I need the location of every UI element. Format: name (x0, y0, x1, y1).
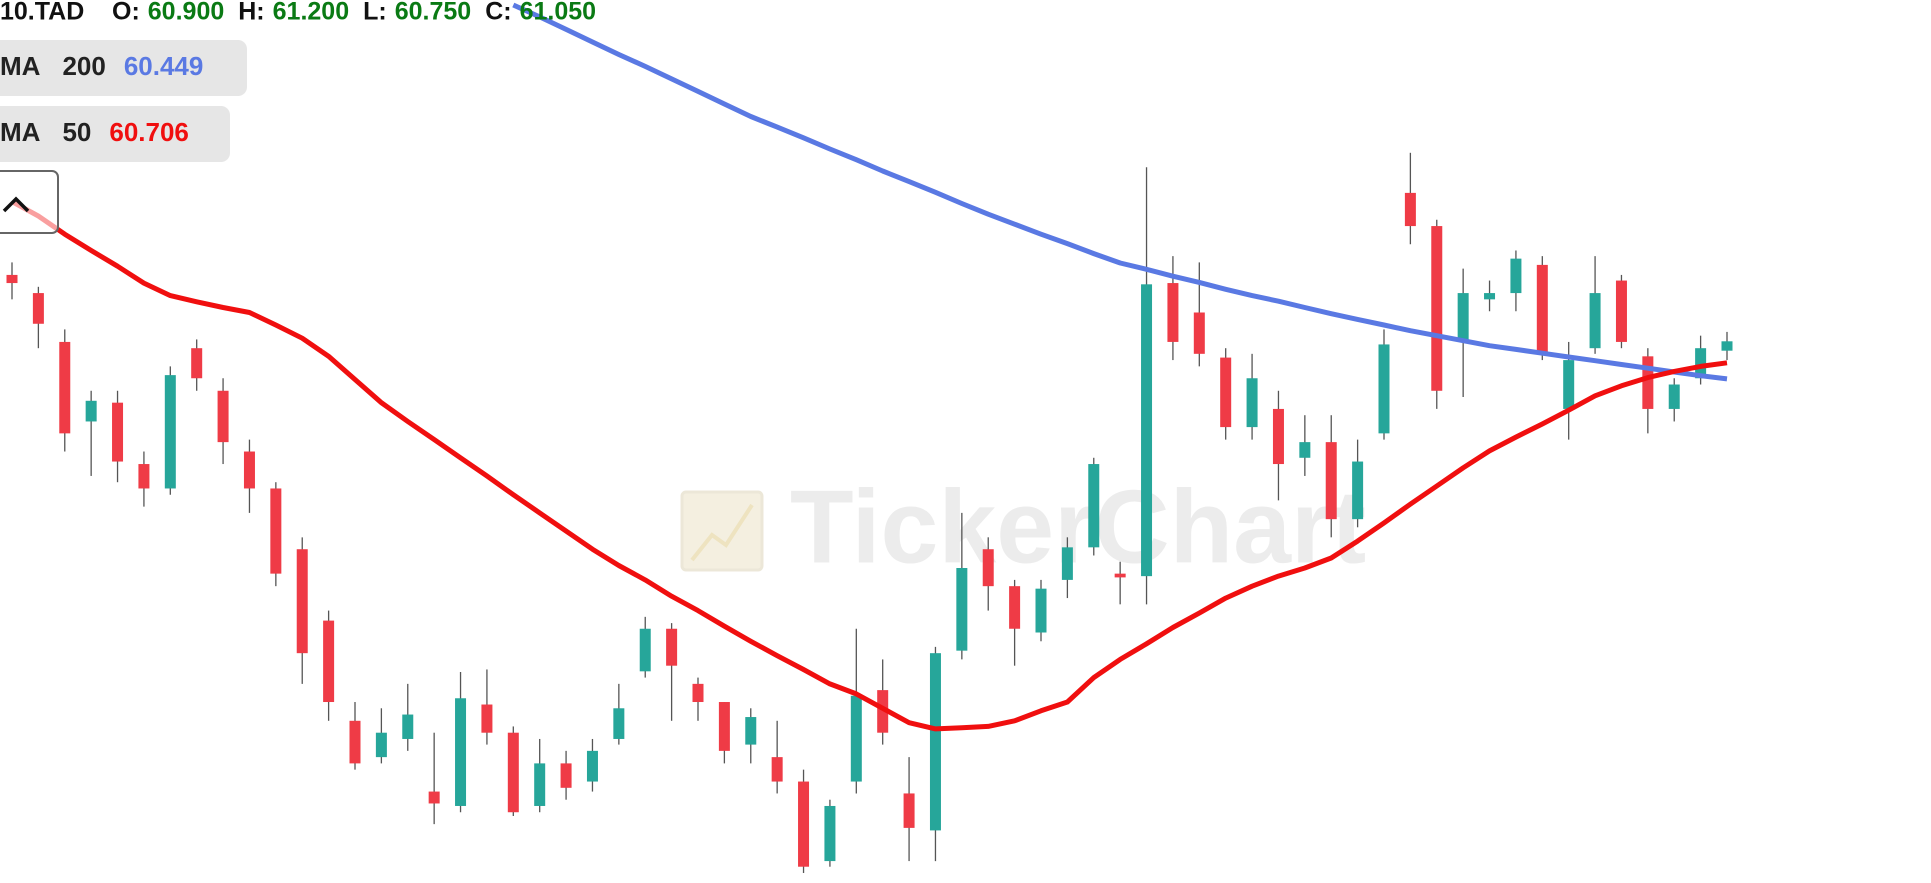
candle-body (1695, 348, 1707, 379)
legend-value: 60.449 (124, 51, 204, 81)
legend-box[interactable] (0, 40, 247, 96)
legend-period: 200 (62, 51, 105, 81)
ohlc-field-label: H: (238, 0, 264, 26)
candle-body (982, 549, 994, 587)
candle-body (877, 690, 889, 733)
candle-body (1404, 192, 1416, 227)
candle-body (1668, 384, 1680, 409)
candle-body (1352, 461, 1364, 520)
legend-name: MA (0, 51, 41, 81)
ohlc-field-label: O: (112, 0, 140, 26)
candle-body (1088, 464, 1100, 548)
candle-body (296, 549, 308, 654)
symbol: 10.TAD (0, 0, 84, 26)
candle-body (771, 757, 783, 782)
candle-body (270, 488, 282, 574)
watermark: TickerChart (680, 469, 1366, 585)
candle-body (455, 698, 467, 806)
candle-body (1615, 280, 1627, 342)
ohlc-readout: O: 60.900 H: 61.200 L: 60.750 C: 61.050 (112, 0, 596, 26)
candle-body (428, 791, 440, 804)
candle-body (1246, 378, 1258, 428)
candle-body (112, 402, 124, 462)
candle-body (402, 714, 414, 739)
candle-body (824, 805, 836, 862)
candle-body (243, 451, 255, 489)
candle-body (639, 628, 651, 672)
watermark-logo-line (690, 503, 754, 562)
ohlc-field-value: 61.050 (520, 0, 596, 26)
candle-body (481, 704, 493, 733)
candle-body (666, 628, 678, 666)
candle-body (191, 348, 203, 379)
candle-body (1378, 344, 1390, 434)
candle-body (323, 620, 335, 703)
chevron-icon (2, 196, 30, 213)
candle-body (1220, 357, 1232, 428)
candle-body (1272, 408, 1284, 465)
candle-body (903, 793, 915, 828)
candle-body (534, 763, 546, 806)
candle-body (1642, 356, 1654, 409)
ohlc-field-value: 61.200 (273, 0, 349, 26)
candle-body (138, 464, 150, 489)
candle-body (507, 732, 519, 813)
watermark-text: TickerChart (790, 469, 1366, 585)
candle-body (1193, 312, 1205, 354)
candle-body (32, 293, 44, 324)
candle-body (956, 568, 968, 651)
candle-body (718, 702, 730, 751)
candle-body (798, 781, 810, 867)
legend-name: MA (0, 117, 41, 147)
candle-body (613, 708, 625, 739)
candle-body (1721, 341, 1733, 351)
ohlc-field-label: C: (485, 0, 511, 26)
candle-body (164, 375, 176, 489)
candle-body (217, 390, 229, 443)
legend-value: 60.706 (109, 117, 189, 147)
candle-body (1009, 586, 1021, 629)
candle-body (1431, 226, 1443, 391)
candle-body (375, 732, 387, 758)
candle-body (850, 695, 862, 782)
candle-body (1114, 573, 1126, 578)
candle-body (1457, 293, 1469, 342)
overlay-ui: 10.TAD O: 60.900 H: 61.200 L: 60.750 C: 61.050 … (0, 0, 596, 234)
candle-body (1167, 283, 1179, 342)
candle-body (1589, 293, 1601, 349)
candle-body (6, 274, 18, 284)
candle-body (1035, 588, 1047, 633)
ma-line (512, 2, 1728, 382)
candle-body (85, 400, 97, 422)
candle-body (1484, 293, 1496, 300)
ohlc-field-label: L: (363, 0, 387, 26)
candle-body (560, 763, 572, 788)
legend-period: 50 (62, 117, 91, 147)
candle-body (1563, 360, 1575, 409)
candle-body (1510, 258, 1522, 294)
ohlc-field-value: 60.750 (395, 0, 471, 26)
candle-body (1536, 264, 1548, 354)
candle-body (745, 717, 757, 745)
candle-body (59, 341, 71, 434)
candle-body (929, 653, 941, 831)
legend-box[interactable] (0, 106, 230, 162)
candle-body (1141, 284, 1153, 577)
legend: MA 200 60.449 MA 50 60.706 (0, 51, 203, 147)
plot-area (6, 2, 1733, 873)
candle-body (349, 720, 361, 764)
ohlc-field-value: 60.900 (148, 0, 224, 26)
collapse-button[interactable] (0, 170, 59, 234)
candle-body (1299, 442, 1311, 458)
candle-body (586, 750, 598, 782)
ma-line (10, 199, 1728, 732)
candle-body (1061, 547, 1073, 580)
candle-body (692, 683, 704, 703)
candle-body (1325, 442, 1337, 520)
